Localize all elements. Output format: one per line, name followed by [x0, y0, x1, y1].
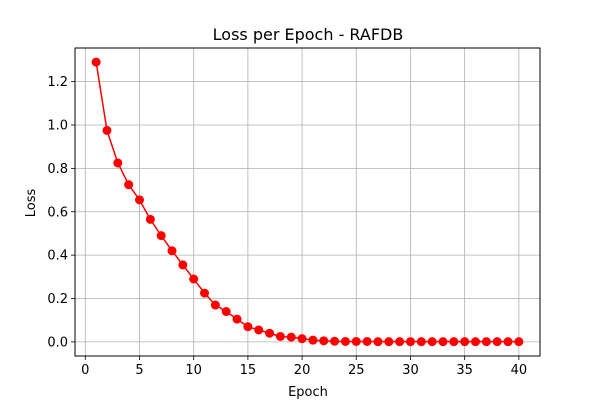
data-point — [102, 125, 112, 135]
y-tick-label: 0.2 — [47, 292, 68, 307]
data-point — [178, 260, 188, 270]
data-point — [275, 331, 285, 341]
data-point — [416, 337, 426, 347]
x-tick-label: 30 — [402, 363, 419, 378]
series-group — [91, 57, 524, 347]
data-point — [514, 337, 524, 347]
data-point — [449, 337, 459, 347]
x-tick-label: 20 — [294, 363, 311, 378]
data-point — [265, 328, 275, 338]
y-tick-label: 0.4 — [47, 249, 68, 264]
data-point — [340, 336, 350, 346]
loss-line — [95, 61, 519, 343]
y-tick-label: 0.8 — [47, 162, 68, 177]
x-tick-label: 15 — [240, 363, 257, 378]
data-point — [200, 288, 210, 298]
data-point — [156, 231, 166, 241]
data-point — [221, 307, 231, 317]
data-point — [362, 336, 372, 346]
y-tick-label: 1.0 — [47, 119, 68, 134]
x-tick-label: 25 — [348, 363, 365, 378]
x-tick-label: 5 — [135, 363, 143, 378]
data-point — [384, 337, 394, 347]
data-point — [297, 334, 307, 344]
data-point — [460, 337, 470, 347]
x-tick-label: 10 — [185, 363, 202, 378]
data-point — [319, 336, 329, 346]
data-point — [373, 337, 383, 347]
data-point — [232, 314, 242, 324]
data-point — [395, 337, 405, 347]
x-tick-label: 35 — [456, 363, 473, 378]
data-point — [503, 337, 513, 347]
x-axis-label: Epoch — [288, 385, 328, 400]
data-point — [167, 246, 177, 256]
plot-frame — [74, 47, 541, 357]
y-tick-label: 0.6 — [47, 205, 68, 220]
data-point — [308, 335, 318, 345]
data-point — [471, 337, 481, 347]
data-point — [145, 214, 155, 224]
data-point — [286, 332, 296, 342]
data-point — [481, 337, 491, 347]
x-tick-label: 40 — [511, 363, 528, 378]
data-point — [254, 325, 264, 335]
y-tick-label: 0.0 — [47, 335, 68, 350]
chart-title: Loss per Epoch - RAFDB — [213, 25, 404, 44]
data-point — [113, 158, 123, 168]
data-point — [243, 322, 253, 332]
y-tick-label: 1.2 — [47, 75, 68, 90]
data-point — [330, 336, 340, 346]
data-point — [210, 300, 220, 310]
data-point — [134, 195, 144, 205]
data-point — [438, 337, 448, 347]
data-point — [189, 274, 199, 284]
x-tick-label: 0 — [81, 363, 89, 378]
data-point — [405, 337, 415, 347]
data-point — [124, 180, 134, 190]
data-point — [91, 57, 101, 67]
data-point — [492, 337, 502, 347]
data-point — [427, 337, 437, 347]
data-point — [351, 336, 361, 346]
y-axis-label: Loss — [24, 189, 39, 218]
ticks: 0 5 10 15 20 25 30 35 40 0.0 0.2 0.4 0.6 0.8 1.0 1.2 — [47, 75, 527, 378]
